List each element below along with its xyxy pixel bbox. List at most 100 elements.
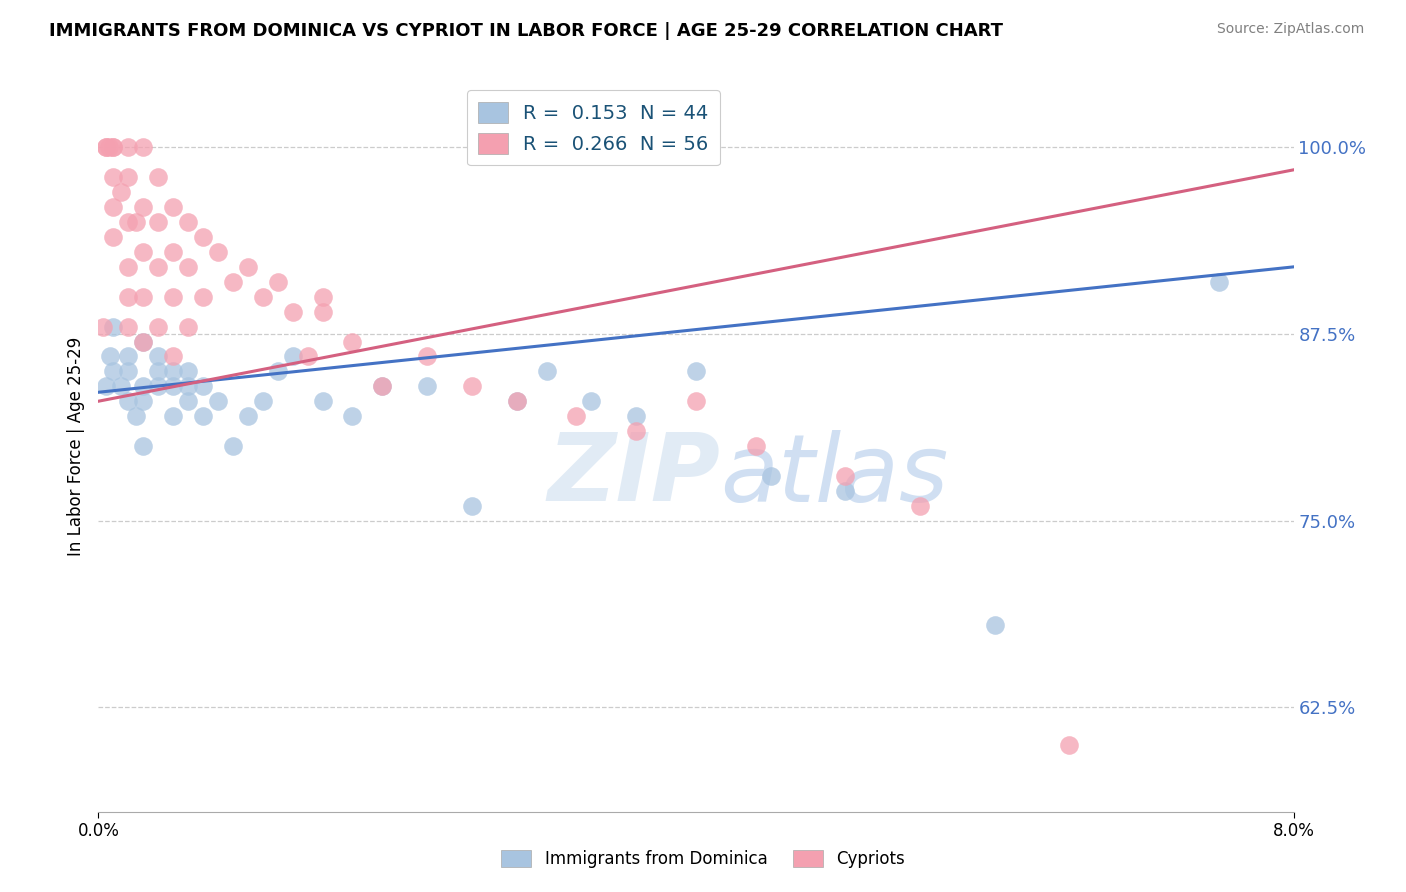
Point: [416, 350, 439, 364]
Point: [94, 379, 117, 393]
Point: [162, 379, 184, 393]
Point: [685, 394, 707, 409]
Point: [132, 379, 155, 393]
Text: ZIP: ZIP: [547, 429, 720, 521]
Point: [132, 290, 155, 304]
Y-axis label: In Labor Force | Age 25-29: In Labor Force | Age 25-29: [66, 336, 84, 556]
Point: [91, 319, 114, 334]
Point: [103, 200, 125, 214]
Point: [685, 364, 707, 378]
Point: [984, 618, 1007, 632]
Point: [236, 260, 259, 274]
Point: [177, 394, 200, 409]
Point: [177, 379, 200, 393]
Point: [207, 244, 229, 259]
Point: [132, 439, 155, 453]
Legend: Immigrants from Dominica, Cypriots: Immigrants from Dominica, Cypriots: [495, 843, 911, 875]
Point: [148, 260, 170, 274]
Point: [908, 499, 931, 513]
Point: [342, 409, 364, 424]
Point: [177, 215, 200, 229]
Point: [461, 499, 484, 513]
Point: [162, 364, 184, 378]
Point: [125, 409, 148, 424]
Point: [416, 379, 439, 393]
Point: [162, 409, 184, 424]
Point: [162, 290, 184, 304]
Point: [222, 275, 245, 289]
Point: [207, 394, 229, 409]
Point: [97, 140, 120, 154]
Text: IMMIGRANTS FROM DOMINICA VS CYPRIOT IN LABOR FORCE | AGE 25-29 CORRELATION CHART: IMMIGRANTS FROM DOMINICA VS CYPRIOT IN L…: [49, 22, 1004, 40]
Point: [132, 334, 155, 349]
Point: [177, 319, 200, 334]
Point: [581, 394, 603, 409]
Point: [103, 364, 125, 378]
Point: [252, 290, 274, 304]
Point: [506, 394, 529, 409]
Point: [117, 140, 139, 154]
Point: [148, 319, 170, 334]
Point: [117, 350, 139, 364]
Point: [371, 379, 394, 393]
Point: [103, 140, 125, 154]
Point: [162, 200, 184, 214]
Point: [103, 170, 125, 185]
Point: [834, 468, 856, 483]
Point: [117, 319, 139, 334]
Point: [148, 379, 170, 393]
Point: [191, 409, 214, 424]
Point: [117, 260, 139, 274]
Point: [103, 230, 125, 244]
Point: [311, 394, 333, 409]
Text: Source: ZipAtlas.com: Source: ZipAtlas.com: [1216, 22, 1364, 37]
Point: [148, 215, 170, 229]
Point: [311, 304, 333, 318]
Point: [222, 439, 245, 453]
Point: [626, 409, 648, 424]
Point: [103, 140, 125, 154]
Point: [191, 230, 214, 244]
Point: [110, 186, 132, 200]
Point: [191, 379, 214, 393]
Point: [117, 394, 139, 409]
Point: [267, 364, 290, 378]
Point: [132, 334, 155, 349]
Point: [297, 350, 319, 364]
Point: [103, 319, 125, 334]
Point: [117, 364, 139, 378]
Point: [117, 170, 139, 185]
Point: [117, 290, 139, 304]
Point: [371, 379, 394, 393]
Point: [506, 394, 529, 409]
Point: [461, 379, 484, 393]
Point: [342, 334, 364, 349]
Point: [536, 364, 558, 378]
Point: [626, 424, 648, 438]
Point: [94, 140, 117, 154]
Point: [565, 409, 588, 424]
Point: [110, 379, 132, 393]
Point: [162, 350, 184, 364]
Point: [267, 275, 290, 289]
Point: [177, 260, 200, 274]
Point: [117, 215, 139, 229]
Text: atlas: atlas: [720, 430, 948, 521]
Point: [281, 350, 304, 364]
Point: [311, 290, 333, 304]
Point: [177, 364, 200, 378]
Point: [132, 200, 155, 214]
Point: [281, 304, 304, 318]
Point: [125, 215, 148, 229]
Point: [148, 364, 170, 378]
Point: [834, 483, 856, 498]
Legend: R =  0.153  N = 44, R =  0.266  N = 56: R = 0.153 N = 44, R = 0.266 N = 56: [467, 90, 720, 165]
Point: [98, 350, 122, 364]
Point: [162, 244, 184, 259]
Point: [236, 409, 259, 424]
Point: [759, 468, 782, 483]
Point: [94, 140, 117, 154]
Point: [1208, 275, 1230, 289]
Point: [148, 170, 170, 185]
Point: [132, 140, 155, 154]
